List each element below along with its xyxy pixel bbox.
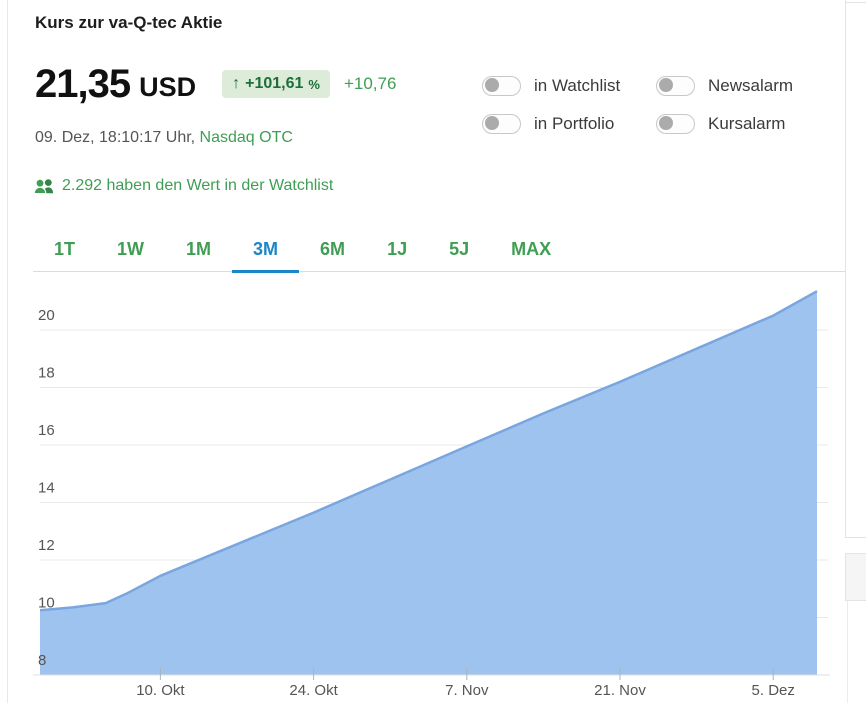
svg-text:18: 18 xyxy=(38,365,55,382)
exchange-link[interactable]: Nasdaq OTC xyxy=(199,129,293,146)
change-percent-badge: ↑ +101,61 % xyxy=(222,70,330,98)
quote-timestamp-line: 09. Dez, 18:10:17 Uhr, Nasdaq OTC xyxy=(35,129,293,147)
adjacent-panel-lower-border xyxy=(847,601,848,703)
price-chart[interactable]: 8 10 12 14 16 18 20 10. Okt 24. Okt 7. Nov 21. Nov… xyxy=(0,270,866,703)
kursalarm-toggle-label: Kursalarm xyxy=(708,114,786,133)
adjacent-panel-border xyxy=(845,0,846,537)
svg-text:16: 16 xyxy=(38,422,55,439)
adjacent-panel-top-border xyxy=(845,2,866,3)
adjacent-panel-bottom-border xyxy=(845,537,866,538)
newsalarm-toggle[interactable] xyxy=(656,76,695,96)
current-price: 21,35 xyxy=(35,62,131,106)
svg-text:8: 8 xyxy=(38,652,46,669)
arrow-up-icon: ↑ xyxy=(232,75,241,92)
change-percent-value: +101,61 xyxy=(245,75,304,92)
svg-text:10. Okt: 10. Okt xyxy=(136,682,185,699)
tab-1t[interactable]: 1T xyxy=(54,239,76,259)
currency-label: USD xyxy=(139,71,197,102)
newsalarm-toggle-cell: Newsalarm xyxy=(656,76,794,96)
svg-text:21. Nov: 21. Nov xyxy=(594,682,646,699)
x-axis-labels: 10. Okt 24. Okt 7. Nov 21. Nov 5. Dez xyxy=(136,668,795,699)
svg-text:10: 10 xyxy=(38,595,55,612)
tab-6m[interactable]: 6M xyxy=(320,239,346,259)
y-axis-labels: 8 10 12 14 16 18 20 xyxy=(38,307,55,669)
watchlist-toggle-cell: in Watchlist xyxy=(482,76,656,96)
tab-1w[interactable]: 1W xyxy=(117,239,145,259)
tab-3m[interactable]: 3M xyxy=(232,231,300,273)
toggle-knob xyxy=(485,116,499,130)
tab-5j[interactable]: 5J xyxy=(449,239,470,259)
price-row: 21,35 USD ↑ +101,61 % +10,76 xyxy=(35,64,396,104)
toggle-knob xyxy=(659,78,673,92)
svg-text:24. Okt: 24. Okt xyxy=(289,682,338,699)
svg-text:5. Dez: 5. Dez xyxy=(752,682,795,699)
watchlist-toggle[interactable] xyxy=(482,76,521,96)
percent-sign: % xyxy=(308,76,320,92)
range-tab-bar: 1T 1W 1M 3M 6M 1J 5J MAX xyxy=(33,231,845,273)
watchlist-toggle-label: in Watchlist xyxy=(534,76,621,95)
newsalarm-toggle-label: Newsalarm xyxy=(708,76,794,95)
svg-text:12: 12 xyxy=(38,537,55,554)
page-left-border xyxy=(7,0,8,703)
portfolio-toggle[interactable] xyxy=(482,114,521,134)
quote-timestamp: 09. Dez, 18:10:17 Uhr, xyxy=(35,129,200,146)
watchlist-count-text: 2.292 haben den Wert in der Watchlist xyxy=(62,177,334,194)
adjacent-panel-header-sliver xyxy=(845,553,866,601)
svg-text:7. Nov: 7. Nov xyxy=(445,682,489,699)
change-absolute: +10,76 xyxy=(343,74,397,93)
watchlist-count-line: 2.292 haben den Wert in der Watchlist xyxy=(33,177,333,195)
toggle-knob xyxy=(659,116,673,130)
svg-text:14: 14 xyxy=(38,480,55,497)
alert-toggles: in Watchlist Newsalarm in Portfolio Kurs… xyxy=(482,76,794,134)
tab-1m[interactable]: 1M xyxy=(186,239,212,259)
users-icon xyxy=(33,178,55,194)
portfolio-toggle-cell: in Portfolio xyxy=(482,114,656,134)
svg-text:20: 20 xyxy=(38,307,55,324)
area-series xyxy=(39,290,818,675)
kursalarm-toggle-cell: Kursalarm xyxy=(656,114,793,134)
toggle-knob xyxy=(485,78,499,92)
portfolio-toggle-label: in Portfolio xyxy=(534,114,615,133)
kursalarm-toggle[interactable] xyxy=(656,114,695,134)
page-title: Kurs zur va-Q-tec Aktie xyxy=(35,13,223,32)
tab-1j[interactable]: 1J xyxy=(387,239,408,259)
tab-max[interactable]: MAX xyxy=(511,239,552,259)
